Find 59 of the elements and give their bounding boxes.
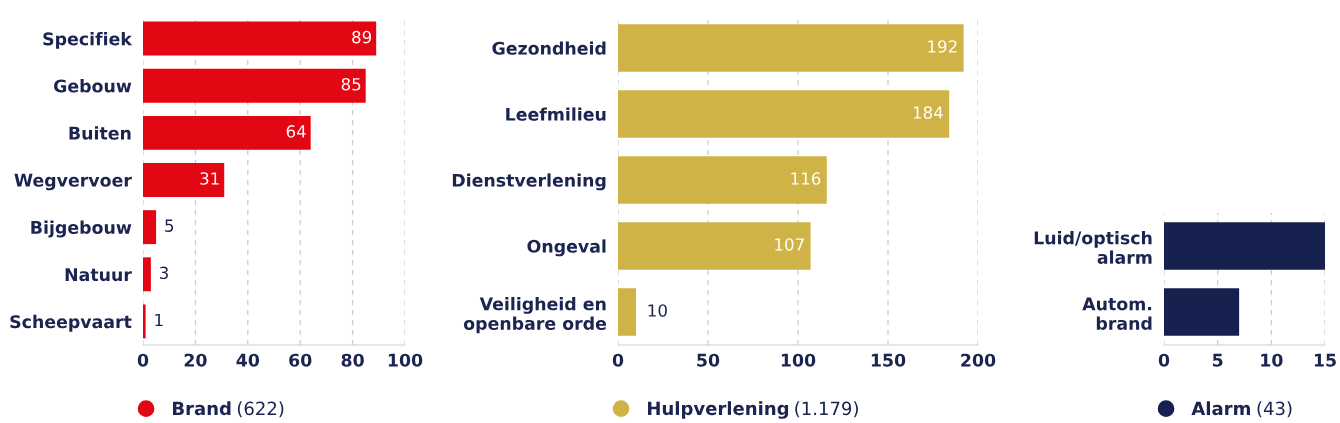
y-tick-label: Luid/optisch alarm [1034,231,1152,264]
y-tick-label: Leefmilieu [506,107,606,121]
bar [618,24,964,72]
x-tick-label: 40 [236,353,260,367]
y-tick-label: Gebouw [53,79,132,93]
y-tick-label: Bijgebouw [31,220,132,238]
x-tick-label: 150 [871,353,906,367]
x-tick-label: 0 [137,353,149,367]
x-tick-label: 100 [388,353,423,367]
bar [143,257,151,292]
data-label: 107 [775,238,804,251]
data-label: 85 [341,77,361,91]
data-label: 116 [791,172,821,185]
x-tick-label: 200 [961,353,996,367]
y-tick-label: Buiten [69,126,131,140]
y-tick-label: Scheepvaart [10,314,132,332]
text: (622) [237,401,284,418]
bar [143,68,366,103]
bar [143,163,225,197]
bar [618,156,827,204]
y-tick-label: Specifiek [43,31,133,49]
y-tick-label: Wegvervoer [14,173,132,191]
bar [143,115,311,150]
data-label: 31 [200,172,219,185]
y-tick-label: Ongeval [527,239,606,257]
legend-label: Brand [172,401,231,416]
data-label: 184 [913,106,943,119]
x-tick-label: 15 [1314,353,1336,367]
bar [618,90,950,138]
x-tick-label: 0 [1158,353,1170,367]
y-tick-label: Veiligheid en openbare orde [463,296,607,334]
data-label: 5 [165,219,174,232]
data-label: 89 [352,30,372,44]
y-tick-label: Dienstverlening [452,173,606,191]
x-tick-label: 5 [1212,353,1223,367]
text: (43) [1257,401,1292,418]
data-label: 10 [648,304,667,317]
data-label: 192 [928,40,957,53]
bar [143,210,157,245]
x-tick-label: 100 [781,353,816,367]
legend-label: Alarm [1191,401,1250,416]
x-tick-label: 10 [1261,353,1283,367]
data-label: 1 [155,313,163,327]
bar [618,288,636,336]
x-tick-label: 60 [289,353,312,367]
x-tick-label: 20 [184,353,207,367]
x-tick-label: 50 [697,353,720,367]
legend-label: Hulpverlening [647,401,789,419]
data-label: 3 [159,266,168,280]
text: (1.179) [795,401,858,418]
y-tick-label: Autom. brand [1082,297,1152,330]
bar [143,304,146,339]
y-tick-label: Natuur [65,268,132,282]
y-tick-label: Gezondheid [492,41,606,55]
x-tick-label: 0 [612,353,624,367]
bar [143,21,377,56]
data-label: 64 [286,125,306,138]
x-tick-label: 80 [341,353,364,367]
bar [618,222,811,270]
